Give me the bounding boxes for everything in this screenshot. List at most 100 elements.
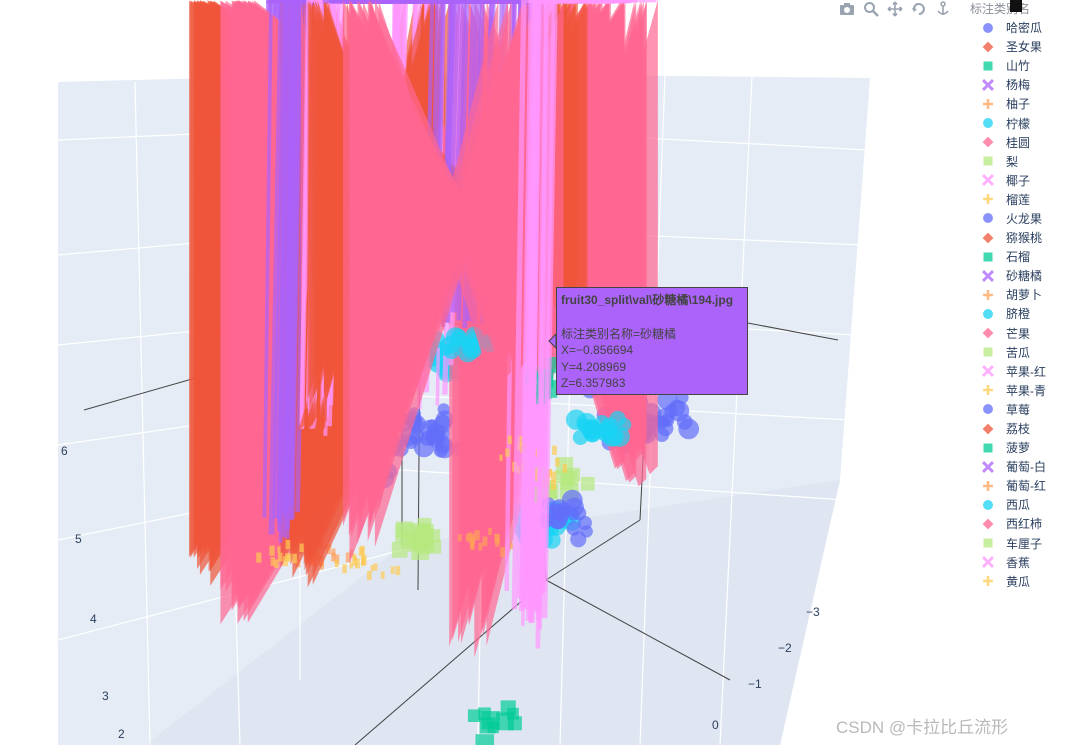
hover-line: Y=4.208969 xyxy=(561,359,627,374)
legend-symbol xyxy=(978,536,998,550)
legend-symbol xyxy=(978,441,998,455)
legend-item[interactable]: 椰子 xyxy=(978,171,1071,190)
legend-marker xyxy=(983,347,993,357)
legend-symbol xyxy=(978,173,998,187)
legend-symbol xyxy=(978,97,998,111)
data-point xyxy=(437,403,450,416)
legend-symbol xyxy=(978,326,998,340)
z-tick: 6 xyxy=(61,444,68,458)
y-tick: −2 xyxy=(778,641,792,655)
legend-label: 香蕉 xyxy=(1006,555,1031,570)
data-point xyxy=(479,717,496,734)
legend-item[interactable]: 砂糖橘 xyxy=(978,266,1071,285)
legend-item[interactable]: 草莓 xyxy=(978,400,1071,419)
legend-symbol xyxy=(978,78,998,92)
legend-label: 车厘子 xyxy=(1006,536,1043,551)
legend-marker xyxy=(982,232,994,243)
data-point xyxy=(408,428,425,444)
legend-item[interactable]: 圣女果 xyxy=(978,37,1071,56)
legend-item[interactable]: 香蕉 xyxy=(978,553,1071,572)
legend-label: 桂圆 xyxy=(1006,135,1031,150)
hover-tooltip: fruit30_split\val\砂糖橘\194.jpg 标注类别名称=砂糖橘… xyxy=(556,287,748,395)
legend-label: 葡萄-白 xyxy=(1006,460,1046,475)
legend-marker xyxy=(983,98,993,109)
legend-item[interactable]: 杨梅 xyxy=(978,75,1071,94)
legend-item[interactable]: 脐橙 xyxy=(978,304,1071,323)
legend-item[interactable]: 荔枝 xyxy=(978,419,1071,438)
legend-label: 榴莲 xyxy=(1006,192,1031,207)
legend-label: 苹果-青 xyxy=(1006,383,1046,398)
legend-item[interactable]: 苹果-青 xyxy=(978,381,1071,400)
legend-label: 苹果-红 xyxy=(1006,364,1046,379)
legend-marker xyxy=(982,269,994,282)
legend-marker xyxy=(983,385,993,396)
legend-label: 葡萄-红 xyxy=(1006,479,1046,494)
legend-label: 草莓 xyxy=(1006,402,1031,417)
legend-item[interactable]: 葡萄-白 xyxy=(978,457,1071,476)
data-point xyxy=(564,497,584,517)
legend-marker xyxy=(983,213,993,224)
legend-label: 哈密瓜 xyxy=(1006,21,1043,36)
legend-item[interactable]: 车厘子 xyxy=(978,534,1071,553)
legend-item[interactable]: 芒果 xyxy=(978,324,1071,343)
legend-label: 砂糖橘 xyxy=(1006,269,1043,284)
legend-label: 石榴 xyxy=(1006,250,1031,265)
legend-marker xyxy=(982,460,994,473)
legend-marker xyxy=(983,252,993,262)
legend-symbol xyxy=(978,192,998,206)
grid-line xyxy=(719,76,753,745)
legend-symbol xyxy=(978,364,998,378)
hover-line: Z=6.357983 xyxy=(561,376,626,390)
legend-item[interactable]: 西瓜 xyxy=(978,495,1071,514)
legend-symbol xyxy=(978,345,998,359)
legend-item[interactable]: 桂圆 xyxy=(978,133,1071,152)
legend-marker xyxy=(983,118,993,128)
legend-item[interactable]: 胡萝卜 xyxy=(978,285,1071,304)
legend-marker xyxy=(982,518,994,530)
data-point xyxy=(396,521,413,538)
legend-item[interactable]: 柚子 xyxy=(978,94,1071,113)
turntable-icon[interactable] xyxy=(934,0,952,18)
legend-marker xyxy=(983,443,993,453)
legend-item[interactable]: 柠檬 xyxy=(978,113,1071,132)
plotly-logo-icon[interactable] xyxy=(1010,0,1022,12)
legend-item[interactable]: 黄瓜 xyxy=(978,572,1071,591)
legend-item[interactable]: 梨 xyxy=(978,152,1071,171)
legend-label: 山竹 xyxy=(1006,59,1031,74)
legend-item[interactable]: 苹果-红 xyxy=(978,362,1071,381)
legend-label: 西瓜 xyxy=(1006,498,1031,513)
legend-symbol xyxy=(978,59,998,73)
legend-item[interactable]: 火龙果 xyxy=(978,209,1071,228)
legend-symbol xyxy=(978,422,998,436)
legend-symbol xyxy=(978,211,998,225)
legend-item[interactable]: 苦瓜 xyxy=(978,343,1071,362)
camera-icon[interactable] xyxy=(838,0,856,18)
legend-symbol xyxy=(978,288,998,302)
pan-icon[interactable] xyxy=(886,0,904,18)
legend-label: 胡萝卜 xyxy=(1006,288,1043,303)
legend-item[interactable]: 山竹 xyxy=(978,56,1071,75)
legend-marker xyxy=(983,499,993,510)
z-axis-ticks: 2 3 4 5 6 xyxy=(61,444,125,741)
legend-marker xyxy=(983,22,993,33)
z-tick: 5 xyxy=(75,532,82,546)
legend-label: 杨梅 xyxy=(1006,78,1031,93)
data-point xyxy=(678,418,700,440)
z-tick: 4 xyxy=(90,612,97,626)
z-tick: 2 xyxy=(118,727,125,741)
data-point xyxy=(463,339,481,357)
data-point xyxy=(507,707,519,720)
legend-item[interactable]: 菠萝 xyxy=(978,438,1071,457)
data-markers[interactable] xyxy=(189,0,700,745)
data-point xyxy=(553,506,569,523)
legend-item[interactable]: 榴莲 xyxy=(978,190,1071,209)
orbit-icon[interactable] xyxy=(910,0,928,18)
legend-item[interactable]: 石榴 xyxy=(978,247,1071,266)
zoom-icon[interactable] xyxy=(862,0,880,18)
legend-item[interactable]: 猕猴桃 xyxy=(978,228,1071,247)
legend-item[interactable]: 哈密瓜 xyxy=(978,18,1071,37)
data-point xyxy=(580,476,595,491)
legend-item[interactable]: 西红柿 xyxy=(978,514,1071,533)
legend-item[interactable]: 葡萄-红 xyxy=(978,476,1071,495)
